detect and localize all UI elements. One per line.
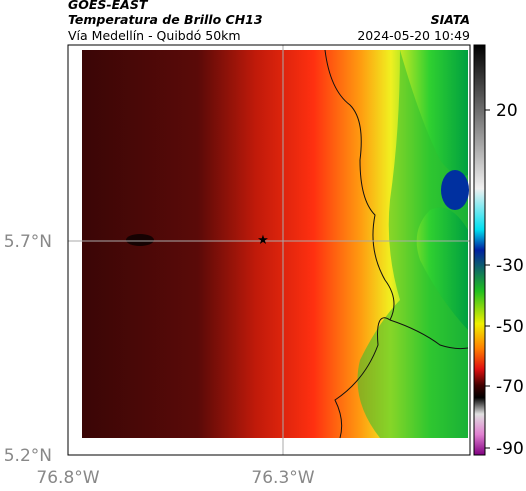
route-subtitle: Vía Medellín - Quibdó 50km bbox=[68, 28, 241, 43]
lat-label: 5.2°N bbox=[4, 446, 52, 466]
datetime-label: 2024-05-20 10:49 bbox=[357, 28, 470, 43]
warm-spot bbox=[126, 234, 154, 246]
colorbar-tick-label: 20 bbox=[496, 101, 518, 121]
map-frame bbox=[67, 44, 471, 456]
source-label: SIATA bbox=[431, 12, 470, 27]
colorbar-tick-label: -50 bbox=[496, 317, 524, 337]
lat-label: 5.7°N bbox=[4, 232, 52, 252]
location-marker: ★ bbox=[257, 233, 269, 248]
colorbar: 20 -30 -50 -70 -90 bbox=[473, 44, 524, 459]
lon-label: 76.3°W bbox=[251, 468, 314, 488]
boundary-line bbox=[389, 319, 469, 350]
lon-label: 76.8°W bbox=[36, 468, 99, 488]
colorbar-tick-label: -30 bbox=[496, 256, 524, 276]
cold-cloud-region bbox=[357, 50, 468, 438]
product-title: Temperatura de Brillo CH13 bbox=[68, 12, 263, 27]
colorbar-tick-label: -90 bbox=[496, 439, 524, 459]
colorbar-tick-label: -70 bbox=[496, 377, 524, 397]
satellite-title: GOES-EAST bbox=[68, 0, 149, 12]
map-area: ★ bbox=[67, 44, 471, 456]
boundary-line bbox=[324, 49, 395, 439]
colorbar-scale bbox=[473, 44, 486, 456]
cold-cloud-core bbox=[441, 170, 469, 210]
